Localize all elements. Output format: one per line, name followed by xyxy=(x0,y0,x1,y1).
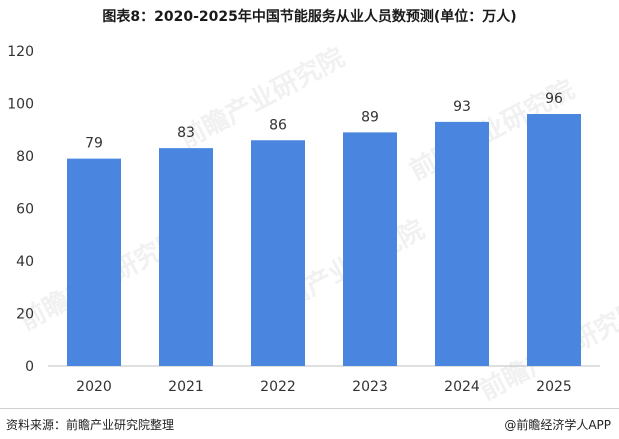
y-tick-label: 120 xyxy=(7,44,34,60)
data-label: 93 xyxy=(453,99,471,115)
bar xyxy=(343,132,397,366)
y-tick-label: 100 xyxy=(7,97,34,113)
y-tick-label: 0 xyxy=(25,359,34,375)
bar xyxy=(67,158,121,366)
bar xyxy=(435,121,489,366)
data-label: 86 xyxy=(269,117,287,133)
x-tick-label: 2024 xyxy=(444,379,480,395)
data-label: 89 xyxy=(361,109,379,125)
brand-credit: @前瞻经济学人APP xyxy=(504,418,611,432)
x-tick-label: 2020 xyxy=(76,379,112,395)
data-label: 96 xyxy=(545,91,563,107)
footer: 资料来源：前瞻产业研究院整理 @前瞻经济学人APP xyxy=(0,408,619,439)
y-tick-label: 80 xyxy=(16,149,34,165)
y-tick-label: 40 xyxy=(16,254,34,270)
y-tick-label: 60 xyxy=(16,202,34,218)
chart-title: 图表8：2020-2025年中国节能服务从业人员数预测(单位：万人) xyxy=(102,9,517,25)
x-tick-label: 2022 xyxy=(260,379,296,395)
bar-chart: 0 20 40 60 80 100 120 79 2020 83 2021 86 2022 89 2023 9… xyxy=(7,44,600,395)
bar xyxy=(251,140,305,366)
bar xyxy=(527,114,581,366)
x-tick-label: 2025 xyxy=(536,379,572,395)
x-tick-label: 2021 xyxy=(168,379,204,395)
data-label: 79 xyxy=(85,136,103,152)
source-note: 资料来源：前瞻产业研究院整理 xyxy=(6,418,175,432)
data-label: 83 xyxy=(177,125,195,141)
bar xyxy=(159,148,213,366)
x-tick-label: 2023 xyxy=(352,379,388,395)
y-tick-label: 20 xyxy=(16,307,34,323)
